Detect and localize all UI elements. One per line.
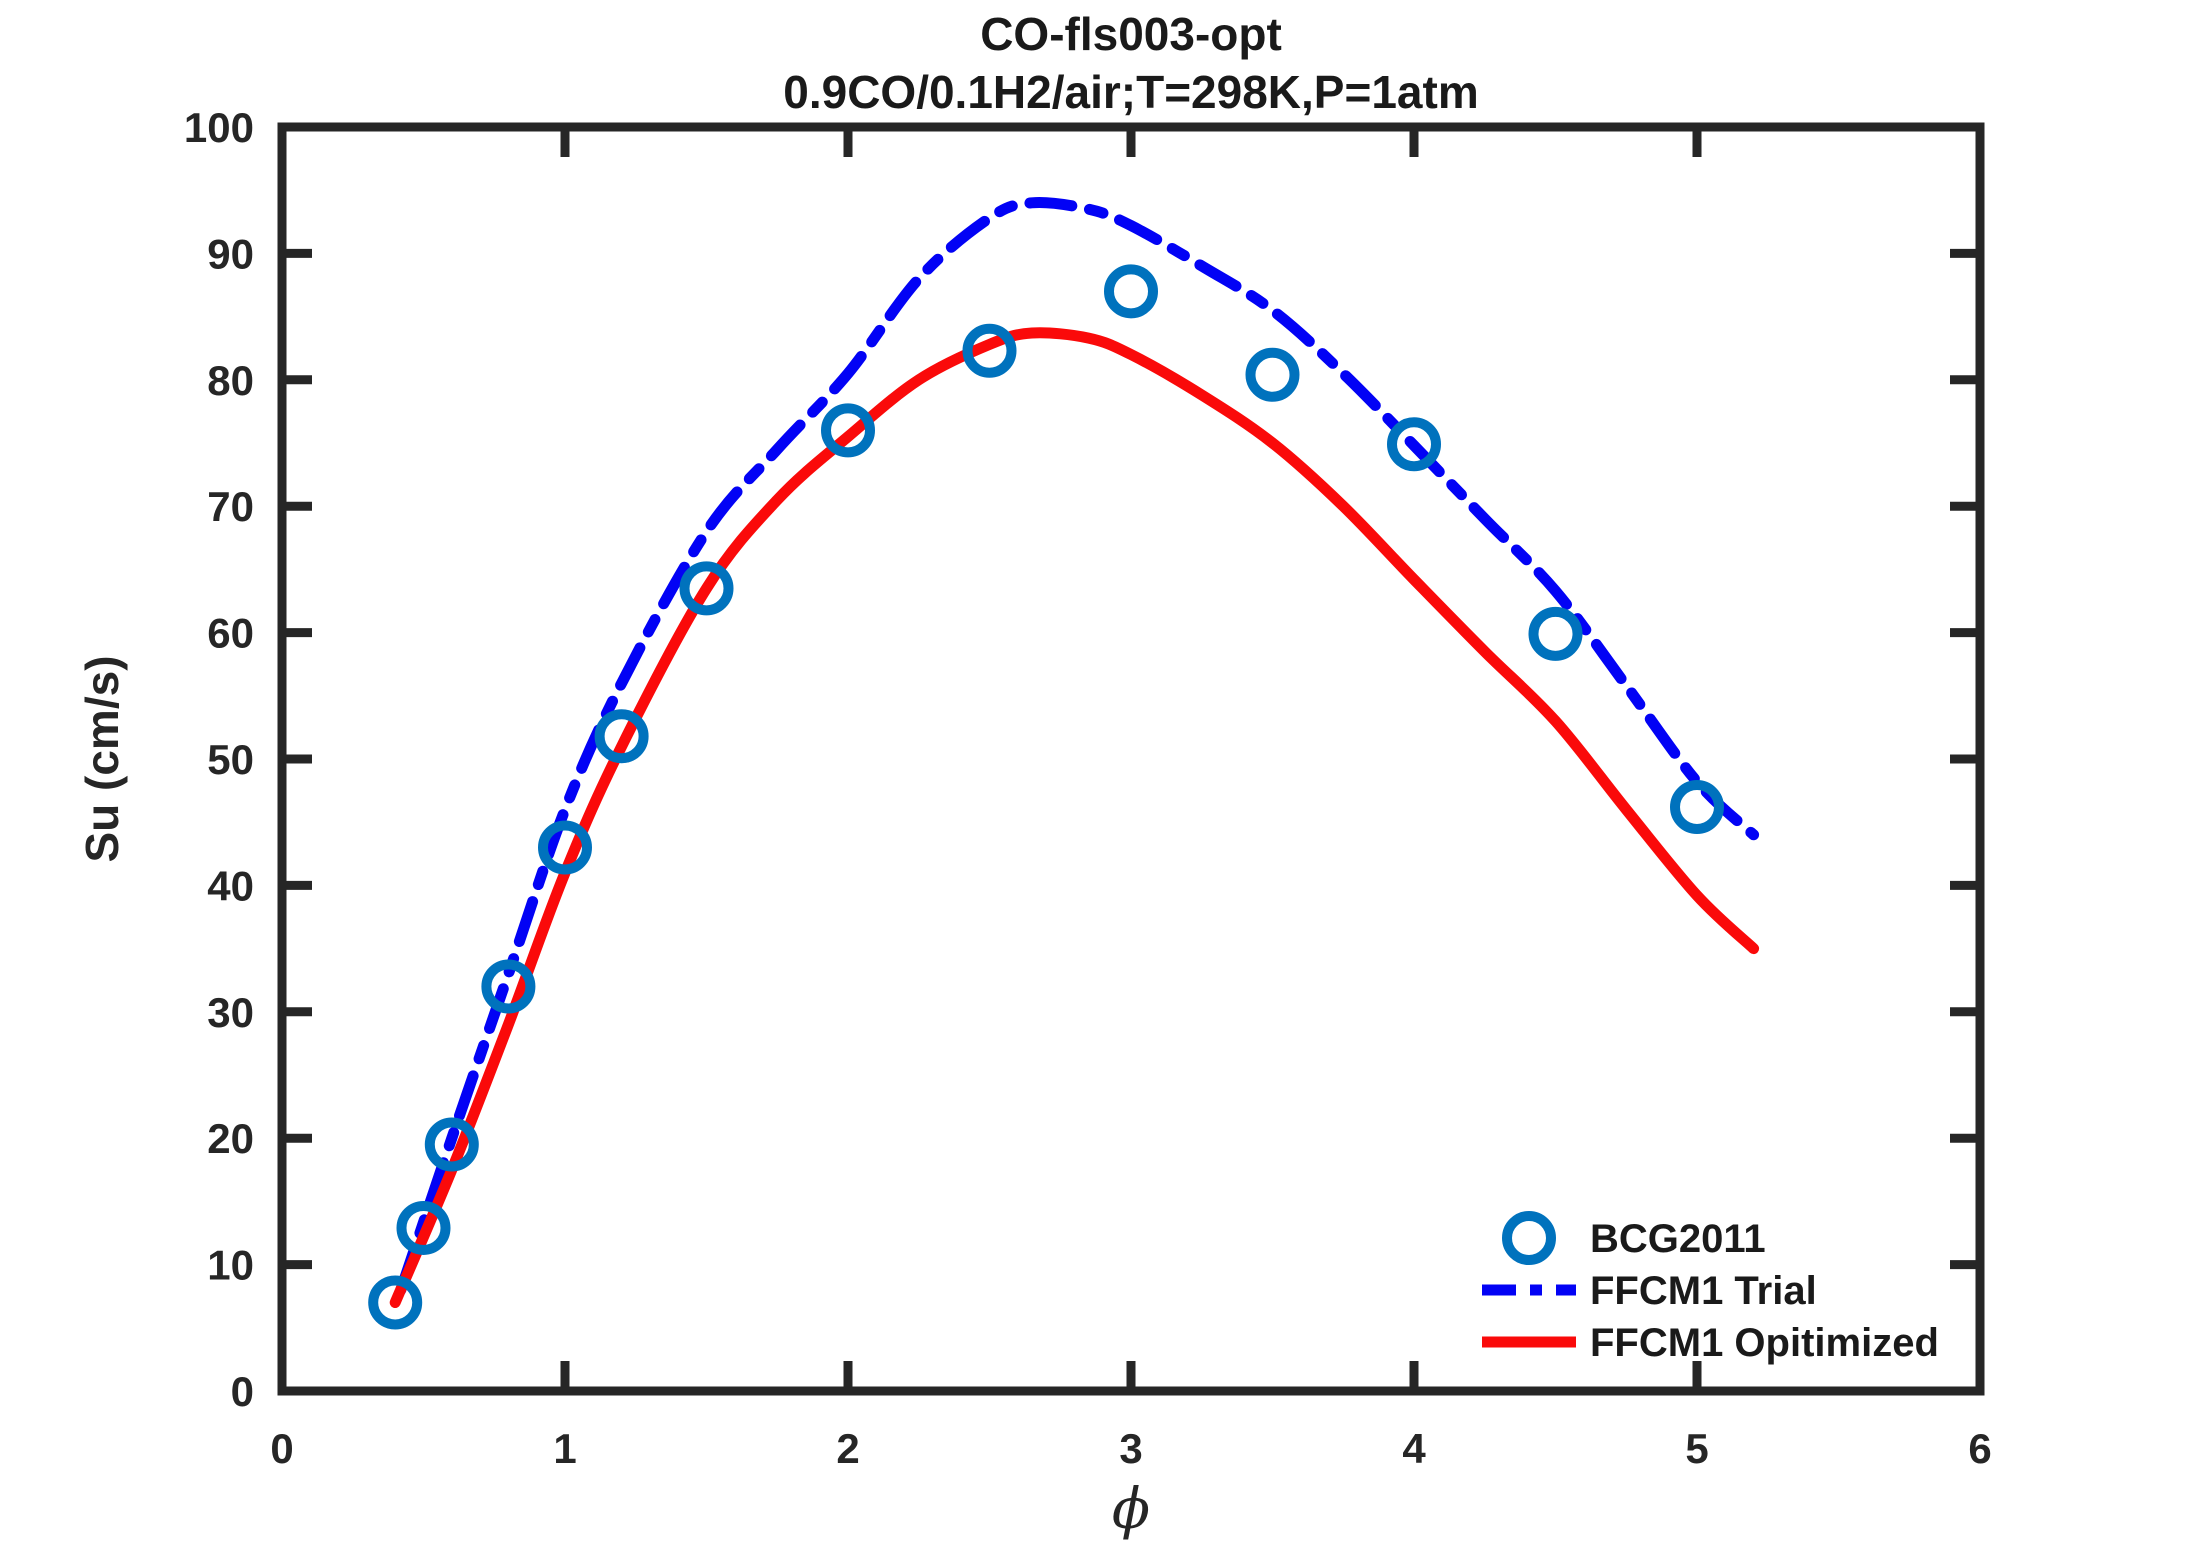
x-tick-label: 5 (1685, 1425, 1708, 1472)
y-tick-label: 90 (207, 230, 254, 277)
y-tick-label: 20 (207, 1115, 254, 1162)
curve-ffcm1-trial (395, 197, 1760, 1296)
legend: BCG2011 FFCM1 Trial FFCM1 Opitimized (1482, 1211, 1939, 1365)
chart-title: CO-fls003-opt (980, 8, 1282, 60)
data-point-bcg2011 (821, 403, 875, 458)
data-point-bcg2011 (1245, 347, 1300, 402)
legend-marker-bcg2011 (1502, 1211, 1556, 1265)
legend-label-ffcm1-trial: FFCM1 Trial (1590, 1269, 1817, 1313)
y-tick-label: 100 (184, 104, 254, 151)
data-point-bcg2011 (538, 820, 592, 875)
data-point-bcg2011 (1387, 417, 1441, 472)
data-point-bcg2011 (1670, 780, 1724, 835)
y-tick-label: 60 (207, 610, 254, 657)
y-tick-label: 50 (207, 736, 254, 783)
y-tick-label: 30 (207, 989, 254, 1036)
y-tick-label: 10 (207, 1242, 254, 1289)
data-point-bcg2011 (962, 323, 1017, 378)
data-point-bcg2011 (594, 709, 649, 764)
y-tick-label: 40 (207, 862, 254, 909)
y-tick-label: 70 (207, 483, 254, 530)
x-tick-label: 6 (1968, 1425, 1991, 1472)
data-point-bcg2011 (1104, 264, 1158, 319)
y-axis-label: Su (cm/s) (76, 655, 128, 862)
x-tick-label: 4 (1402, 1425, 1426, 1472)
legend-key-samples (1482, 1211, 1576, 1348)
chart-subtitle: 0.9CO/0.1H2/air;T=298K,P=1atm (783, 66, 1478, 118)
y-tick-label: 0 (231, 1368, 254, 1415)
data-point-bcg2011 (1528, 606, 1583, 661)
legend-label-ffcm1-opitimized: FFCM1 Opitimized (1590, 1321, 1939, 1365)
data-point-bcg2011 (396, 1200, 451, 1255)
data-point-bcg2011 (679, 561, 734, 616)
x-axis-label: ϕ (1112, 1477, 1150, 1542)
data-point-bcg2011 (424, 1117, 479, 1172)
x-tick-label: 3 (1119, 1425, 1142, 1472)
legend-label-bcg2011: BCG2011 (1590, 1217, 1766, 1261)
data-point-bcg2011 (481, 959, 536, 1014)
y-tick-label: 80 (207, 357, 254, 404)
x-tick-label: 0 (270, 1425, 293, 1472)
data-point-bcg2011 (368, 1275, 423, 1330)
x-tick-label: 2 (836, 1425, 859, 1472)
x-tick-label: 1 (553, 1425, 576, 1472)
